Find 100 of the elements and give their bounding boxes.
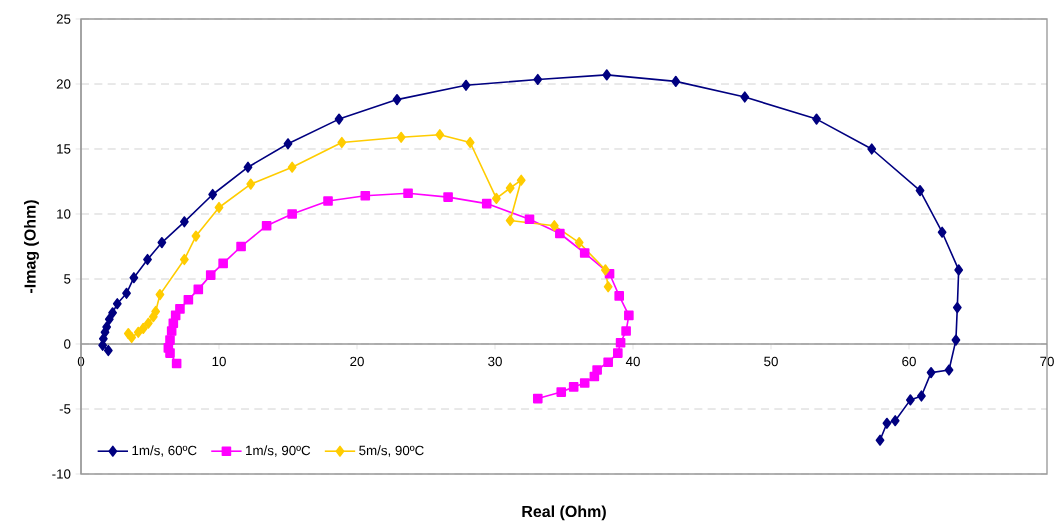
point [183, 295, 194, 305]
point [615, 337, 626, 348]
point [104, 313, 114, 325]
legend-label: 1m/s, 90ºC [246, 445, 311, 457]
point [396, 131, 406, 143]
point [614, 291, 625, 301]
point [443, 192, 453, 202]
point [579, 378, 590, 388]
point [505, 182, 515, 194]
point [951, 334, 961, 346]
legend-label: 5m/s, 90ºC [359, 445, 424, 457]
point [549, 220, 559, 232]
point [214, 201, 224, 214]
x-tick-label: 0 [77, 356, 85, 367]
point [208, 188, 218, 201]
point [574, 237, 584, 249]
point [129, 272, 139, 284]
point [944, 364, 954, 376]
point [360, 191, 371, 201]
y-tick-label: 5 [64, 274, 71, 284]
point [954, 264, 964, 276]
point [937, 226, 947, 238]
point [568, 382, 579, 392]
point [952, 302, 962, 314]
point [890, 415, 900, 427]
x-tick-label: 10 [212, 356, 226, 367]
point [505, 214, 515, 227]
point [882, 417, 892, 429]
point [926, 367, 936, 379]
x-tick-label: 70 [1040, 356, 1054, 367]
point [905, 394, 915, 406]
point [579, 248, 590, 258]
point [191, 230, 201, 242]
y-tick-label: 25 [56, 14, 71, 24]
point [157, 237, 167, 249]
point [179, 253, 189, 266]
point [193, 284, 204, 295]
point [812, 113, 821, 125]
y-tick-label: -10 [52, 469, 71, 479]
point [603, 357, 613, 367]
point [287, 161, 297, 173]
x-tick-label: 30 [488, 356, 502, 367]
point [740, 91, 750, 103]
point [435, 129, 445, 141]
x-axis-title: Real (Ohm) [522, 505, 606, 521]
point [624, 310, 634, 321]
point [621, 326, 631, 336]
point [465, 136, 475, 149]
point [283, 138, 293, 150]
x-tick-label: 50 [764, 356, 778, 367]
point [524, 214, 535, 224]
y-tick-label: 0 [64, 339, 71, 349]
point [603, 281, 613, 293]
x-tick-label: 40 [625, 356, 640, 367]
point [155, 289, 165, 301]
y-tick-label: 10 [57, 209, 71, 219]
y-tick-label: -5 [59, 404, 71, 414]
point [334, 113, 344, 125]
point [323, 196, 333, 206]
point [461, 79, 471, 91]
point [261, 220, 272, 231]
point [533, 73, 543, 86]
point [175, 304, 185, 314]
point [138, 322, 148, 334]
point [915, 185, 925, 197]
point [532, 393, 543, 404]
point [103, 344, 113, 357]
point [556, 387, 567, 397]
x-tick-label: 20 [350, 356, 364, 367]
point [613, 348, 623, 358]
point [179, 216, 189, 228]
point [602, 69, 612, 81]
point [403, 188, 413, 198]
y-tick-label: 20 [56, 79, 71, 89]
point [122, 287, 131, 299]
point [127, 331, 137, 344]
legend-label: 1m/s, 60ºC [132, 445, 197, 457]
point [108, 307, 117, 319]
point [516, 174, 526, 186]
point [243, 161, 253, 173]
point [112, 298, 122, 310]
point [337, 136, 347, 149]
point [205, 270, 216, 280]
point [143, 317, 153, 329]
point [917, 390, 926, 402]
point [171, 358, 182, 369]
point [246, 178, 256, 190]
point [236, 241, 246, 252]
point [875, 434, 885, 446]
point [555, 228, 565, 239]
point [218, 258, 228, 269]
point [867, 143, 877, 155]
point [601, 264, 610, 276]
x-tick-label: 60 [902, 356, 916, 367]
point [671, 75, 681, 87]
point [392, 94, 402, 106]
y-axis-title: -Imag (Ohm) [23, 200, 39, 293]
y-tick-label: 15 [57, 144, 71, 154]
point [287, 209, 297, 219]
point [165, 335, 175, 345]
